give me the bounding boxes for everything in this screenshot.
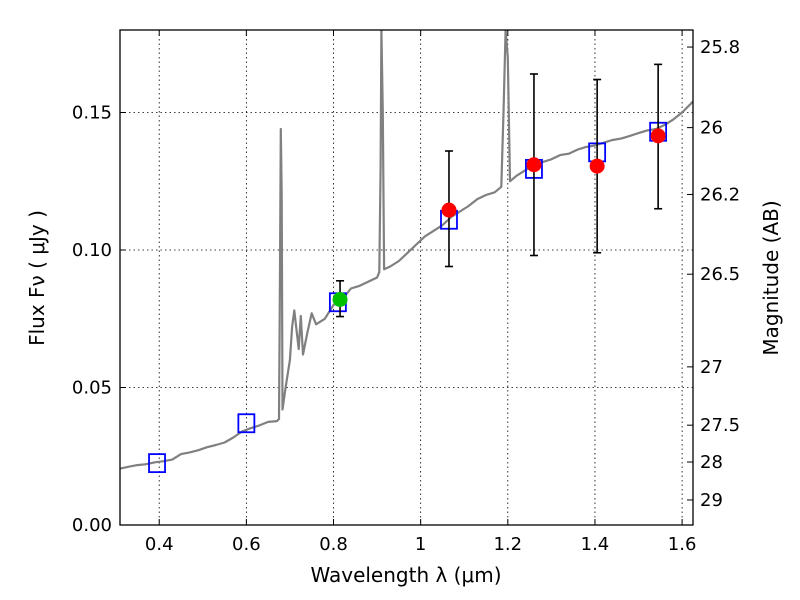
detection-point (526, 157, 542, 173)
plot-frame (119, 29, 694, 526)
ticks (120, 30, 693, 526)
x-tick-label: 0.8 (319, 534, 348, 555)
x-tick-label: 1.2 (493, 534, 522, 555)
model-photometry-square (237, 413, 256, 434)
model-photometry-square (148, 453, 166, 474)
mag-tick-label: 26.5 (700, 264, 740, 285)
mag-tick-label: 26.2 (700, 184, 740, 205)
y-tick-label: 0.05 (72, 378, 112, 399)
x-axis-label: Wavelength λ (μm) (310, 563, 501, 587)
mag-tick-label: 29 (700, 490, 723, 511)
mag-tick-label: 27.5 (700, 415, 740, 436)
x-tick-label: 1.6 (668, 534, 697, 555)
grid (120, 30, 693, 525)
y-axis-right-label: Magnitude (AB) (759, 200, 783, 355)
detection-point (650, 128, 666, 144)
y-tick-label: 0.15 (72, 103, 112, 124)
mag-tick-label: 25.8 (700, 37, 740, 58)
detection-point (332, 292, 348, 307)
x-tick-label: 0.4 (145, 534, 174, 555)
y-axis-label: Flux Fν ( μJy ) (25, 210, 49, 346)
mag-tick-label: 27 (700, 357, 723, 378)
detection-point (589, 158, 605, 174)
sed-curve-layer (120, 30, 693, 470)
detection-point (441, 202, 457, 218)
x-tick-label: 1.4 (581, 534, 610, 555)
x-tick-label: 0.6 (232, 534, 261, 555)
mag-tick-label: 28 (700, 452, 723, 473)
tick-labels: 0.4 0.6 0.8 1 1.2 1.4 1.6 0.00 0.05 0.10 0.15 25.8 2… (72, 37, 740, 555)
y-tick-label: 0.00 (72, 515, 112, 536)
sed-curve (120, 30, 693, 470)
y-tick-label: 0.10 (72, 240, 112, 261)
mag-tick-label: 26 (700, 118, 723, 139)
x-tick-label: 1 (415, 534, 426, 555)
marker-layer (148, 63, 668, 474)
